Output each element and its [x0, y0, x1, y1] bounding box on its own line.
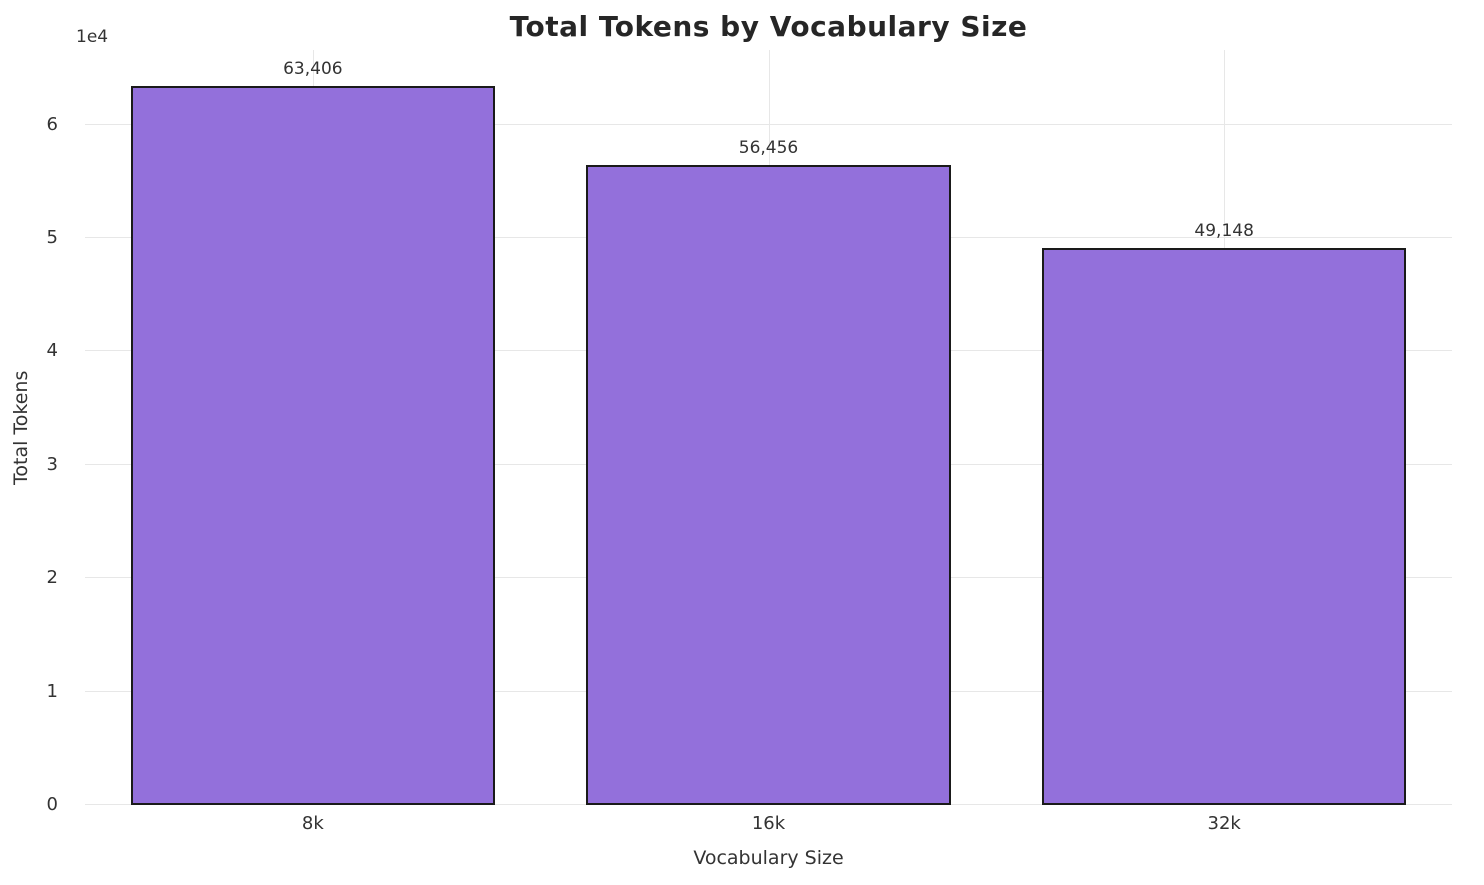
x-tick-label: 32k	[1207, 813, 1241, 834]
x-tick-label: 8k	[301, 813, 324, 834]
y-tick-label: 6	[46, 113, 58, 135]
y-axis-ticks: 0 1 2 3 4 5 6	[0, 50, 72, 813]
bar-8k	[130, 85, 496, 805]
chart-title: Total Tokens by Vocabulary Size	[509, 10, 1028, 43]
x-tick-label: 16k	[751, 813, 786, 834]
y-tick-label: 2	[46, 567, 58, 589]
y-tick-label: 1	[46, 680, 58, 702]
plot-area: 63,406 56,456 49,148	[85, 50, 1452, 805]
bar-value-label: 56,456	[738, 137, 799, 158]
bar-32k	[1041, 247, 1407, 805]
bar-value-label: 49,148	[1194, 220, 1254, 241]
y-tick-label: 5	[46, 226, 58, 248]
x-axis-ticks: 8k 16k 32k	[85, 813, 1452, 839]
bar-value-label: 63,406	[283, 58, 343, 79]
y-tick-label: 4	[46, 340, 58, 362]
y-tick-label: 3	[46, 453, 58, 475]
bar-16k	[586, 164, 951, 805]
y-tick-label: 0	[46, 794, 58, 815]
y-axis-offset-label: 1e4	[76, 27, 109, 47]
x-axis-label: Vocabulary Size	[693, 847, 844, 869]
